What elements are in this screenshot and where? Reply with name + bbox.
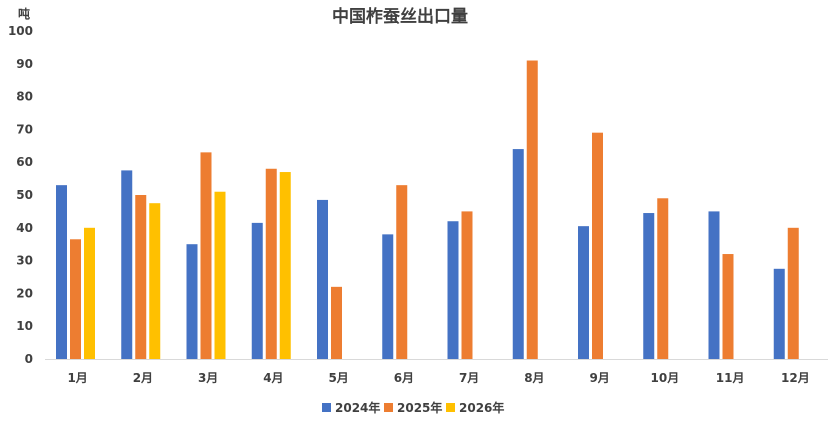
x-tick-label: 5月	[328, 371, 348, 385]
y-tick-label: 90	[16, 57, 33, 71]
x-tick-label: 1月	[67, 371, 87, 385]
y-tick-label: 10	[16, 319, 33, 333]
legend-label-1: 2024年	[335, 400, 380, 415]
bar-12-series-1	[773, 268, 785, 359]
bar-8-series-2	[526, 60, 538, 360]
y-axis-ticks: 0 10 20 30 40 50 60 70 80 90 100	[8, 24, 33, 366]
y-tick-label: 50	[16, 188, 33, 202]
x-tick-label: 10月	[651, 371, 680, 385]
bar-6-series-2	[396, 185, 408, 359]
legend-label-3: 2026年	[459, 400, 504, 415]
bar-1-series-3	[84, 227, 95, 359]
bar-11-series-2	[722, 254, 734, 359]
bar-3-series-3	[214, 191, 226, 359]
bar-4-series-1	[251, 222, 263, 359]
bar-7-series-1	[447, 221, 459, 359]
x-axis-ticks: 1月 2月 3月 4月 5月 6月 7月 8月 9月 10月 11月 12月	[67, 371, 809, 385]
y-tick-label: 100	[8, 24, 33, 38]
bar-5-series-1	[317, 199, 328, 359]
bar-7-series-2	[461, 211, 473, 359]
x-tick-label: 6月	[394, 371, 414, 385]
y-tick-label: 0	[25, 352, 33, 366]
bar-4-series-3	[279, 172, 291, 359]
bar-3-series-2	[200, 152, 212, 359]
bar-2-series-1	[121, 170, 133, 359]
x-tick-label: 4月	[263, 371, 283, 385]
x-tick-label: 7月	[459, 371, 479, 385]
x-tick-label: 8月	[524, 371, 544, 385]
bar-5-series-2	[331, 286, 342, 359]
bar-10-series-2	[657, 198, 669, 359]
legend-swatch-3	[446, 403, 455, 412]
y-tick-label: 70	[16, 122, 33, 136]
x-tick-label: 2月	[133, 371, 153, 385]
chart-title: 中国柞蚕丝出口量	[332, 6, 468, 27]
y-tick-label: 20	[16, 286, 33, 300]
y-tick-label: 60	[16, 155, 33, 169]
bar-1-series-1	[56, 185, 67, 359]
x-tick-label: 11月	[716, 371, 745, 385]
bar-10-series-1	[643, 213, 655, 359]
legend-label-2: 2025年	[397, 400, 442, 415]
x-tick-label: 3月	[198, 371, 218, 385]
y-tick-label: 80	[16, 90, 33, 104]
y-tick-label: 40	[16, 221, 33, 235]
bar-11-series-1	[708, 211, 720, 359]
bar-8-series-1	[512, 149, 524, 359]
bar-1-series-2	[70, 239, 81, 359]
legend-swatch-1	[322, 403, 331, 412]
legend: 2024年 2025年 2026年	[322, 400, 504, 415]
bar-2-series-3	[149, 203, 161, 359]
y-tick-label: 30	[16, 254, 33, 268]
bar-6-series-1	[382, 234, 394, 359]
bar-4-series-2	[265, 168, 277, 359]
bar-9-series-2	[592, 132, 603, 359]
bar-2-series-2	[135, 195, 147, 359]
y-axis-unit: 吨	[18, 6, 30, 21]
x-tick-label: 12月	[781, 371, 810, 385]
bar-12-series-2	[787, 227, 799, 359]
bars-group	[56, 60, 799, 360]
legend-swatch-2	[384, 403, 393, 412]
bar-9-series-1	[578, 226, 589, 359]
x-tick-label: 9月	[589, 371, 609, 385]
bar-3-series-1	[186, 244, 198, 359]
